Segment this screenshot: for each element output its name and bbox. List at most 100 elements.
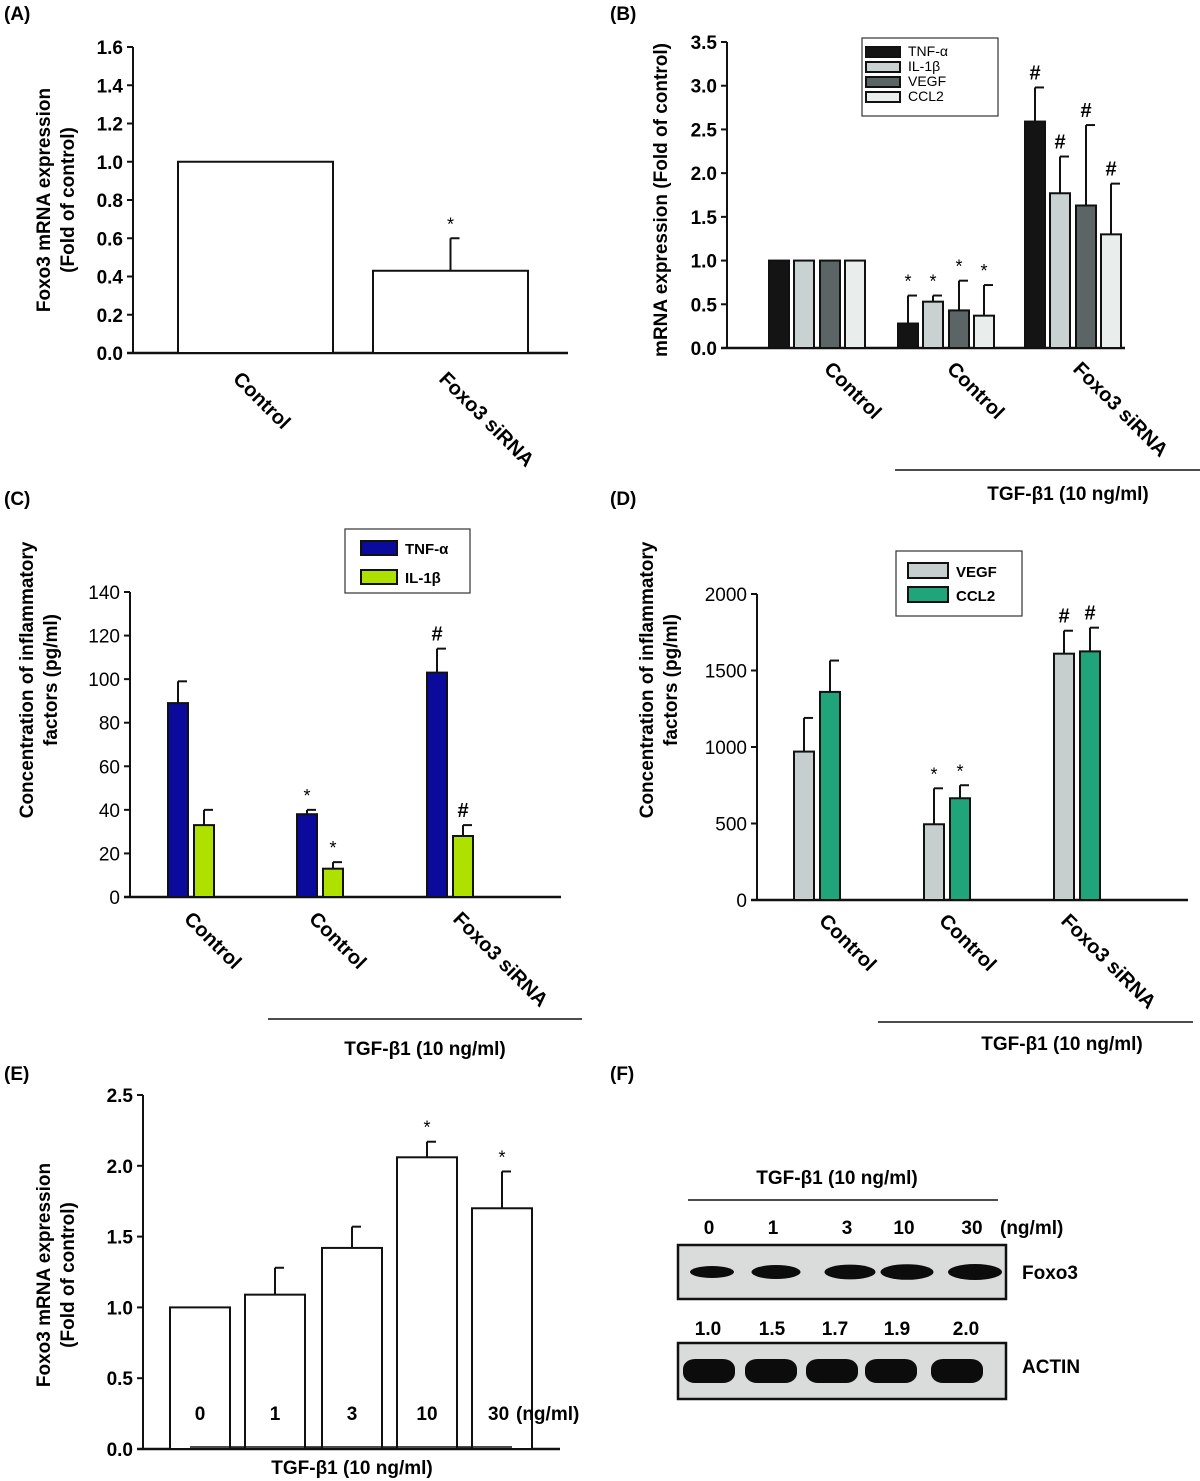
bar [1049,192,1071,349]
hash-mark: # [1029,62,1040,84]
significance-star: * [930,764,937,784]
x-category-label: 0 [195,1404,206,1425]
y-tick-label: 1.5 [107,1228,134,1249]
treatment-label: TGF-β1 (10 ng/ml) [271,1458,433,1479]
panel-label: (B) [610,4,636,25]
y-axis-label-line: factors (pg/ml) [661,614,682,746]
panel-label: (C) [4,489,30,510]
x-category-label: Foxo3 siRNA [1056,910,1160,1014]
y-axis-label: Concentration of inflammatory factors (pg… [637,541,682,818]
panel-a: (A) Foxo3 mRNA expression (Fold of control… [4,4,568,472]
bar [471,1207,533,1451]
legend-label: TNF-α [908,43,948,59]
panel-b: (B) mRNA expression (Fold of control) 0.0 0… [610,4,1200,505]
panel-d: (D) Concentration of inflammatory factors … [610,489,1193,1055]
legend-label: IL-1β [908,58,940,74]
significance-star: * [929,272,936,292]
y-axis-label: mRNA expression (Fold of control) [651,43,672,357]
significance-star: * [955,257,962,277]
y-tick-label: 3.5 [691,33,718,54]
bar [321,1246,383,1450]
treatment-label: TGF-β1 (10 ng/ml) [981,1034,1143,1055]
y-axis-label-line: (Fold of control) [58,127,79,273]
hash-mark: # [1058,606,1069,628]
legend-label: TNF-α [405,541,449,558]
x-category-label: Control [814,910,880,976]
quantification-value: 2.0 [953,1319,979,1340]
legend-label: VEGF [956,564,997,581]
band-actin [806,1359,858,1383]
y-tick-label: 1.5 [691,208,718,229]
y-tick-label: 1500 [705,662,747,683]
significance-star: * [904,272,911,292]
bar [949,797,971,902]
panel-e: (E) Foxo3 mRNA expression (Fold of control… [4,1064,579,1479]
bar [1053,652,1075,901]
bar [1079,650,1101,901]
y-tick-label: 0.5 [691,295,718,316]
dose-label: 1 [768,1218,779,1239]
dose-label: 3 [842,1218,853,1239]
y-axis-label-line: factors (pg/ml) [41,614,62,746]
dose-label: 10 [893,1218,914,1239]
y-axis-label-line: Foxo3 mRNA expression [34,88,55,312]
significance-star: * [423,1118,430,1138]
bar [296,813,318,899]
y-axis-label-line: Concentration of inflammatory [637,541,658,818]
x-category-label: Control [304,908,370,974]
legend-swatch [865,46,901,58]
bar [819,690,841,901]
bar [244,1293,306,1450]
bar [948,309,970,349]
x-category-label: Foxo3 siRNA [1068,358,1172,462]
bar [169,1306,231,1451]
bar [1024,120,1046,349]
bar [193,824,215,898]
y-tick-label: 0.2 [97,306,123,327]
legend-label: VEGF [908,73,946,89]
y-tick-label: 0.0 [97,344,123,365]
band-foxo3 [948,1264,1002,1280]
legend-swatch [865,61,901,73]
bar [923,823,945,902]
legend-swatch [865,76,901,88]
y-tick-label: 3.0 [691,77,717,98]
bar [793,750,815,902]
legend-box [895,550,1023,617]
bar [844,259,866,350]
bar [897,322,919,349]
quantification-value: 1.9 [884,1319,910,1340]
y-tick-label: 0 [109,888,120,909]
bar [973,314,995,349]
y-tick-label: 0.8 [97,191,123,212]
y-tick-label: 1.0 [97,153,123,174]
y-axis-label: Concentration of inflammatory factors (pg… [17,541,62,818]
bar [452,835,474,898]
bar [396,1156,458,1450]
y-tick-label: 0 [736,891,747,912]
significance-star: * [447,214,454,234]
panel-label: (F) [610,1064,634,1085]
significance-star: * [980,261,987,281]
y-axis-label: Foxo3 mRNA expression (Fold of control) [34,1163,79,1387]
treatment-label: TGF-β1 (10 ng/ml) [344,1039,506,1060]
bar [177,160,334,354]
hash-mark: # [1054,132,1065,154]
y-tick-label: 2.0 [107,1157,133,1178]
legend-label: CCL2 [956,588,995,605]
band-foxo3 [690,1266,734,1278]
bar [322,867,344,899]
dose-unit: (ng/ml) [1000,1218,1063,1239]
legend-swatch [360,569,398,585]
y-tick-label: 2.5 [691,120,718,141]
x-unit-label: (ng/ml) [516,1404,579,1425]
quantification-value: 1.5 [759,1319,786,1340]
x-category-label: 1 [270,1404,281,1425]
bar [1075,204,1097,349]
hash-mark: # [1105,159,1116,181]
panel-label: (D) [610,489,636,510]
x-category-label: Control [819,358,885,424]
x-category-label: Control [179,908,245,974]
row-label: ACTIN [1022,1357,1080,1378]
y-tick-label: 140 [88,583,120,604]
